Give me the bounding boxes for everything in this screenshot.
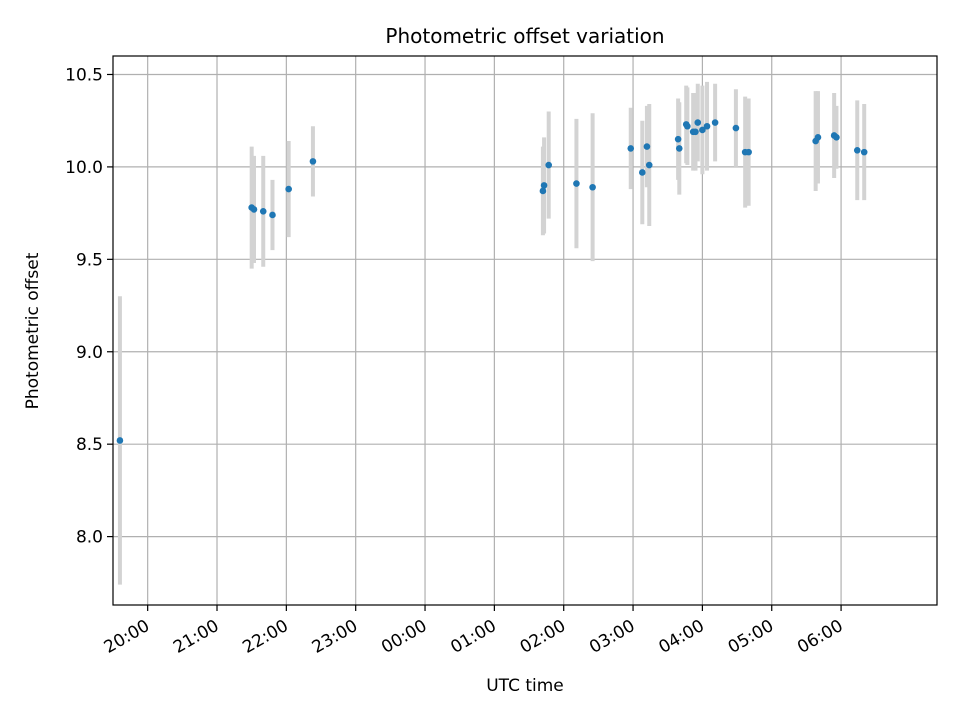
data-point — [539, 187, 547, 195]
data-point — [684, 122, 691, 130]
data-point — [639, 169, 646, 176]
data-point — [269, 211, 276, 219]
data-point — [540, 182, 548, 189]
data-point — [703, 122, 711, 130]
chart-title: Photometric offset variation — [385, 24, 664, 48]
y-axis-label: Photometric offset — [23, 252, 43, 409]
data-point — [692, 128, 699, 136]
data-point — [589, 183, 596, 191]
data-point — [116, 437, 124, 444]
data-point — [285, 185, 292, 193]
data-point — [309, 158, 317, 165]
data-point — [674, 135, 682, 143]
data-point — [643, 143, 651, 150]
plot-area-frame — [112, 55, 938, 606]
data-point — [860, 148, 868, 156]
data-point — [732, 124, 740, 132]
data-point — [711, 119, 719, 126]
data-point — [745, 148, 752, 156]
y-axis-ticks: 8.0 8.5 9.0 9.5 10.0 10.5 — [65, 65, 113, 548]
data-point — [853, 146, 861, 154]
data-point — [699, 126, 706, 134]
data-point — [694, 119, 702, 126]
y-tick-label: 10.5 — [65, 65, 103, 85]
data-point — [627, 145, 635, 152]
data-point — [675, 145, 683, 152]
y-tick-label: 8.5 — [76, 435, 103, 455]
y-tick-label: 9.0 — [76, 343, 103, 363]
data-point — [250, 206, 258, 213]
data-point — [645, 161, 653, 169]
data-point — [573, 180, 580, 187]
y-tick-label: 9.5 — [76, 250, 103, 270]
data-point — [545, 161, 552, 169]
data-point — [259, 207, 267, 215]
data-point — [833, 134, 840, 141]
y-tick-label: 10.0 — [65, 158, 103, 178]
data-point — [814, 134, 822, 141]
x-axis-label: UTC time — [486, 676, 564, 696]
y-tick-label: 8.0 — [76, 528, 103, 548]
data-points — [116, 119, 868, 444]
